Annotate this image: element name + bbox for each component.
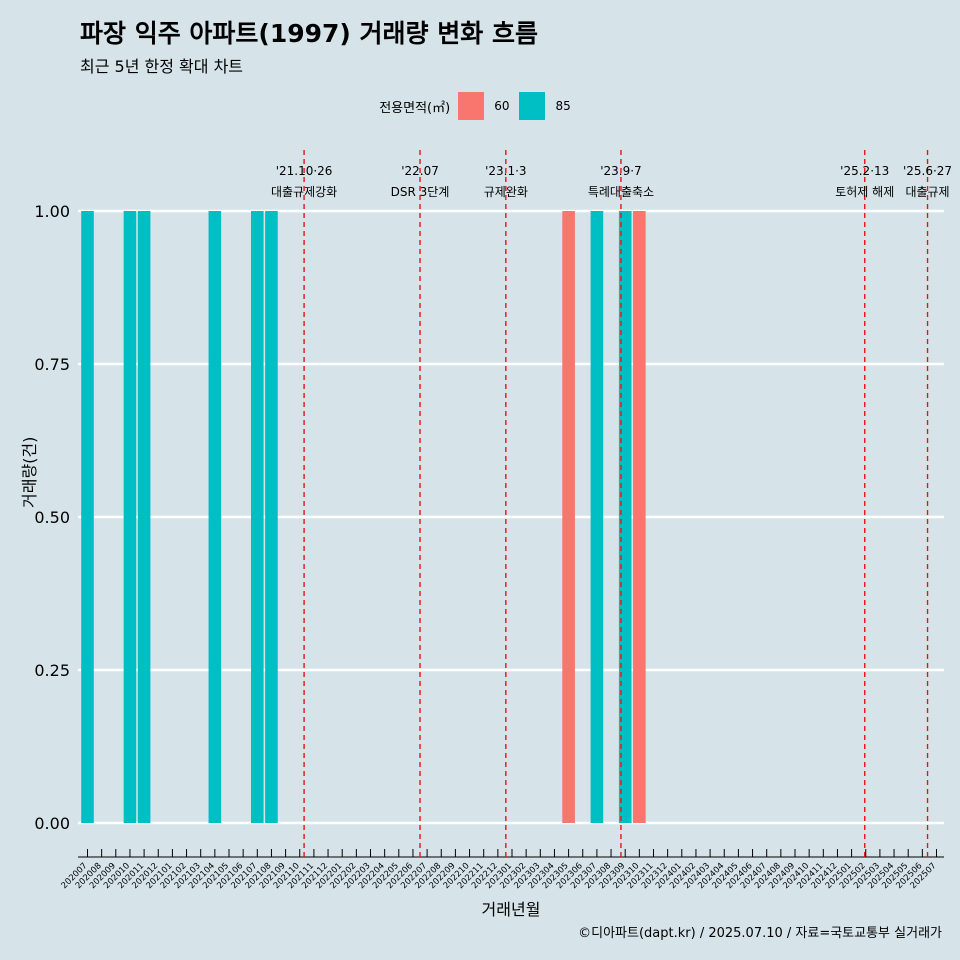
y-tick-label: 0.00 bbox=[34, 814, 70, 833]
bar-60-202310 bbox=[633, 211, 646, 823]
event-date-label: '23.1·3 bbox=[485, 164, 526, 178]
y-axis-label: 거래량(건) bbox=[20, 436, 39, 508]
bar-85-202104 bbox=[208, 211, 222, 823]
y-tick-label: 0.50 bbox=[34, 508, 70, 527]
event-name-label: 규제완화 bbox=[484, 185, 528, 199]
y-tick-label: 0.25 bbox=[34, 661, 70, 680]
event-date-label: '23.9·7 bbox=[600, 164, 641, 178]
legend: 전용면적(㎡) 60 85 bbox=[0, 92, 960, 120]
event-name-label: 대출규제강화 bbox=[271, 185, 337, 199]
event-name-label: DSR 3단계 bbox=[391, 185, 450, 199]
event-date-label: '25.2·13 bbox=[840, 164, 889, 178]
y-tick-label: 0.75 bbox=[34, 355, 70, 374]
event-name-label: 특례대출축소 bbox=[588, 185, 654, 199]
chart-title: 파장 익주 아파트(1997) 거래량 변화 흐름 bbox=[80, 19, 538, 48]
bar-60-202305 bbox=[562, 211, 575, 823]
legend-label-85: 85 bbox=[555, 99, 571, 113]
legend-key-60 bbox=[458, 92, 485, 120]
event-date-label: '22.07 bbox=[401, 164, 439, 178]
bar-85-202107 bbox=[251, 211, 264, 823]
bar-85-202007 bbox=[81, 211, 94, 823]
bar-85-202010 bbox=[123, 211, 137, 823]
y-tick-label: 1.00 bbox=[34, 202, 70, 221]
event-name-label: 토허제 해제 bbox=[835, 185, 894, 199]
bar-85-202309 bbox=[618, 211, 632, 823]
bar-85-202108 bbox=[265, 211, 278, 823]
event-name-label: 대출규제 bbox=[905, 185, 949, 199]
source-caption: ©디아파트(dapt.kr) / 2025.07.10 / 자료=국토교통부 실… bbox=[578, 926, 942, 941]
legend-key-85 bbox=[519, 92, 546, 120]
bar-85-202307 bbox=[590, 211, 604, 823]
legend-title: 전용면적(㎡) bbox=[379, 100, 451, 116]
x-axis-label: 거래년월 bbox=[481, 900, 541, 919]
bar-85-202011 bbox=[137, 211, 151, 823]
event-date-label: '25.6·27 bbox=[903, 164, 952, 178]
chart-subtitle: 최근 5년 한정 확대 차트 bbox=[80, 57, 244, 76]
event-date-label: '21.10·26 bbox=[276, 164, 333, 178]
legend-label-60: 60 bbox=[494, 99, 510, 113]
